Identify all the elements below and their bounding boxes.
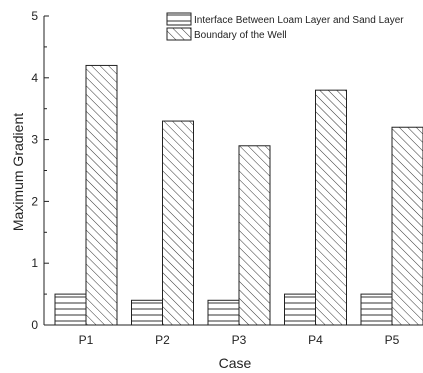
bar-p1-series-1	[85, 64, 118, 326]
bar-p5-series-0	[360, 293, 393, 326]
y-tick-label: 0	[31, 318, 38, 332]
legend-swatch-interface	[166, 12, 192, 26]
x-tick-label: P1	[79, 333, 94, 347]
x-axis-label: Case	[219, 355, 252, 371]
bar-p3-series-1	[238, 145, 271, 326]
bars	[54, 64, 423, 326]
y-tick-label: 3	[31, 133, 38, 147]
y-tick-label: 1	[31, 256, 38, 270]
bar-p1-series-0	[54, 293, 87, 326]
bar-p4-series-0	[284, 293, 316, 326]
bar-p3-series-0	[207, 299, 240, 326]
bar-p2-series-1	[162, 120, 194, 326]
legend-label-interface: Interface Between Loam Layer and Sand La…	[194, 15, 404, 26]
y-tick-label: 2	[31, 194, 38, 208]
bar-p2-series-0	[131, 299, 163, 326]
y-tick-label: 4	[31, 71, 38, 85]
x-tick-label: P3	[232, 333, 247, 347]
y-ticks: 0 1 2 3 4 5	[31, 9, 49, 332]
x-tick-label: P5	[385, 333, 400, 347]
y-tick-label: 5	[31, 9, 38, 23]
x-tick-label: P4	[308, 333, 323, 347]
bar-p5-series-1	[391, 126, 423, 326]
legend-label-well: Boundary of the Well	[194, 30, 287, 41]
y-axis-label: Maximum Gradient	[10, 113, 26, 231]
legend-swatch-well	[166, 27, 192, 41]
x-tick-label: P2	[155, 333, 170, 347]
legend: Interface Between Loam Layer and Sand La…	[166, 12, 404, 41]
bar-p4-series-1	[315, 89, 347, 326]
